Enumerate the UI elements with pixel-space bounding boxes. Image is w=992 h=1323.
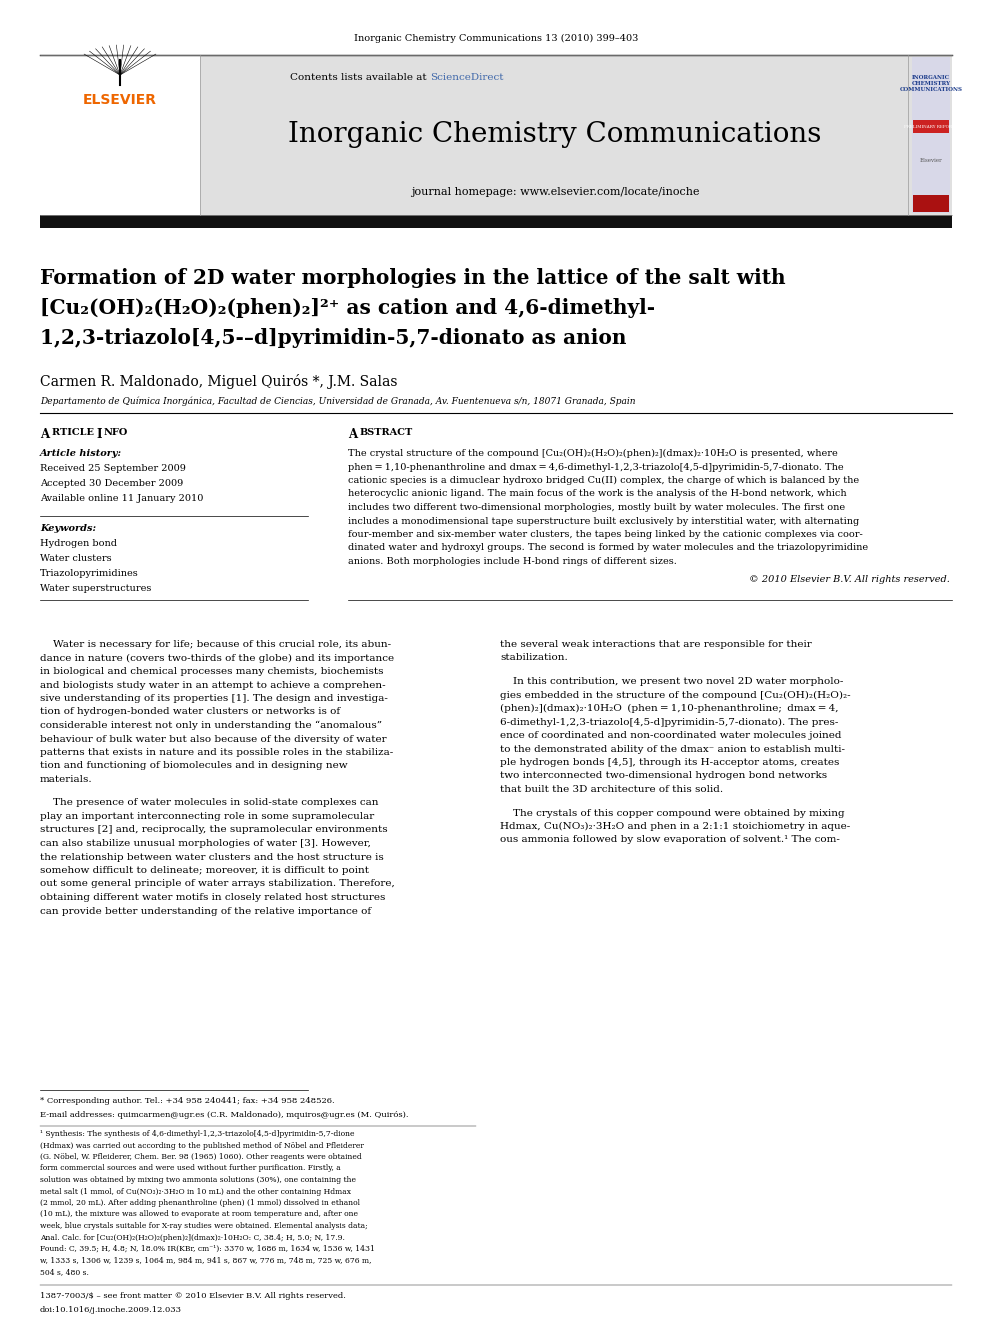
Text: ence of coordinated and non-coordinated water molecules joined: ence of coordinated and non-coordinated …	[500, 732, 841, 740]
Bar	[913, 120, 949, 134]
Text: phen = 1,10-phenanthroline and dmax = 4,6-dimethyl-1,2,3-triazolo[4,5-d]pyrimidi: phen = 1,10-phenanthroline and dmax = 4,…	[348, 463, 843, 471]
Text: (phen)₂](dmax)₂·10H₂O  (phen = 1,10-phenanthroline;  dmax = 4,: (phen)₂](dmax)₂·10H₂O (phen = 1,10-phena…	[500, 704, 838, 713]
Text: In this contribution, we present two novel 2D water morpholo-: In this contribution, we present two nov…	[500, 677, 843, 687]
Text: two interconnected two-dimensional hydrogen bond networks: two interconnected two-dimensional hydro…	[500, 771, 827, 781]
Text: solution was obtained by mixing two ammonia solutions (30%), one containing the: solution was obtained by mixing two ammo…	[40, 1176, 356, 1184]
Text: NFO: NFO	[104, 429, 128, 437]
Text: Formation of 2D water morphologies in the lattice of the salt with: Formation of 2D water morphologies in th…	[40, 269, 786, 288]
Text: ScienceDirect: ScienceDirect	[430, 73, 504, 82]
Bar	[912, 57, 950, 213]
Text: PRELIMINARY REPORTS: PRELIMINARY REPORTS	[904, 124, 958, 130]
Text: to the demonstrated ability of the dmax⁻ anion to establish multi-: to the demonstrated ability of the dmax⁻…	[500, 745, 845, 754]
Text: sive understanding of its properties [1]. The design and investiga-: sive understanding of its properties [1]…	[40, 695, 388, 703]
Text: dinated water and hydroxyl groups. The second is formed by water molecules and t: dinated water and hydroxyl groups. The s…	[348, 544, 868, 553]
Text: that built the 3D architecture of this solid.: that built the 3D architecture of this s…	[500, 785, 723, 794]
Text: includes a monodimensional tape superstructure built exclusively by interstitial: includes a monodimensional tape superstr…	[348, 516, 859, 525]
Text: Found: C, 39.5; H, 4.8; N, 18.0% IR(KBr, cm⁻¹): 3370 w, 1686 m, 1634 w, 1536 w, : Found: C, 39.5; H, 4.8; N, 18.0% IR(KBr,…	[40, 1245, 375, 1253]
Text: The crystal structure of the compound [Cu₂(OH)₂(H₂O)₂(phen)₂](dmax)₂·10H₂O is pr: The crystal structure of the compound [C…	[348, 448, 838, 458]
Text: The crystals of this copper compound were obtained by mixing: The crystals of this copper compound wer…	[500, 808, 844, 818]
Text: Water clusters: Water clusters	[40, 554, 112, 564]
Text: anions. Both morphologies include H-bond rings of different sizes.: anions. Both morphologies include H-bond…	[348, 557, 677, 566]
Text: metal salt (1 mmol, of Cu(NO₃)₂·3H₂O in 10 mL) and the other containing Hdmax: metal salt (1 mmol, of Cu(NO₃)₂·3H₂O in …	[40, 1188, 351, 1196]
Text: 504 s, 480 s.: 504 s, 480 s.	[40, 1267, 89, 1275]
Text: The presence of water molecules in solid-state complexes can: The presence of water molecules in solid…	[40, 799, 379, 807]
Text: RTICLE: RTICLE	[52, 429, 97, 437]
Text: ple hydrogen bonds [4,5], through its H-acceptor atoms, creates: ple hydrogen bonds [4,5], through its H-…	[500, 758, 839, 767]
Text: play an important interconnecting role in some supramolecular: play an important interconnecting role i…	[40, 812, 374, 822]
Text: Anal. Calc. for [Cu₂(OH)₂(H₂O)₂(phen)₂](dmax)₂·10H₂O: C, 38.4; H, 5.0; N, 17.9.: Anal. Calc. for [Cu₂(OH)₂(H₂O)₂(phen)₂](…	[40, 1233, 345, 1241]
Text: can also stabilize unusual morphologies of water [3]. However,: can also stabilize unusual morphologies …	[40, 839, 371, 848]
Text: INORGANIC
CHEMISTRY
COMMUNICATIONS: INORGANIC CHEMISTRY COMMUNICATIONS	[900, 75, 962, 91]
Text: obtaining different water motifs in closely related host structures: obtaining different water motifs in clos…	[40, 893, 385, 902]
Text: BSTRACT: BSTRACT	[360, 429, 414, 437]
Text: Hdmax, Cu(NO₃)₂·3H₂O and phen in a 2:1:1 stoichiometry in aque-: Hdmax, Cu(NO₃)₂·3H₂O and phen in a 2:1:1…	[500, 822, 850, 831]
Text: and biologists study water in an attempt to achieve a comprehen-: and biologists study water in an attempt…	[40, 680, 386, 689]
Text: four-member and six-member water clusters, the tapes being linked by the cationi: four-member and six-member water cluster…	[348, 531, 863, 538]
Text: 6-dimethyl-1,2,3-triazolo[4,5-d]pyrimidin-5,7-dionato). The pres-: 6-dimethyl-1,2,3-triazolo[4,5-d]pyrimidi…	[500, 717, 838, 726]
Text: Carmen R. Maldonado, Miguel Quirós *, J.M. Salas: Carmen R. Maldonado, Miguel Quirós *, J.…	[40, 374, 398, 389]
Text: Contents lists available at: Contents lists available at	[290, 73, 430, 82]
Text: ous ammonia followed by slow evaporation of solvent.¹ The com-: ous ammonia followed by slow evaporation…	[500, 836, 840, 844]
Text: structures [2] and, reciprocally, the supramolecular environments: structures [2] and, reciprocally, the su…	[40, 826, 388, 835]
Text: Water superstructures: Water superstructures	[40, 583, 152, 593]
Text: Keywords:: Keywords:	[40, 524, 96, 533]
Text: tion and functioning of biomolecules and in designing new: tion and functioning of biomolecules and…	[40, 762, 347, 770]
Text: (G. Nöbel, W. Pfleiderer, Chem. Ber. 98 (1965) 1060). Other reagents were obtain: (G. Nöbel, W. Pfleiderer, Chem. Ber. 98 …	[40, 1154, 362, 1162]
Text: w, 1333 s, 1306 w, 1239 s, 1064 m, 984 m, 941 s, 867 w, 776 m, 748 m, 725 w, 676: w, 1333 s, 1306 w, 1239 s, 1064 m, 984 m…	[40, 1257, 371, 1265]
Text: Triazolopyrimidines: Triazolopyrimidines	[40, 569, 139, 578]
Text: materials.: materials.	[40, 775, 92, 785]
Text: dance in nature (covers two-thirds of the globe) and its importance: dance in nature (covers two-thirds of th…	[40, 654, 394, 663]
Text: Hydrogen bond: Hydrogen bond	[40, 538, 117, 548]
Text: A: A	[348, 429, 357, 441]
Text: form commercial sources and were used without further purification. Firstly, a: form commercial sources and were used wi…	[40, 1164, 340, 1172]
Text: Available online 11 January 2010: Available online 11 January 2010	[40, 493, 203, 503]
Text: heterocyclic anionic ligand. The main focus of the work is the analysis of the H: heterocyclic anionic ligand. The main fo…	[348, 490, 846, 499]
Text: week, blue crystals suitable for X-ray studies were obtained. Elemental analysis: week, blue crystals suitable for X-ray s…	[40, 1222, 368, 1230]
Text: Inorganic Chemistry Communications 13 (2010) 399–403: Inorganic Chemistry Communications 13 (2…	[354, 33, 638, 42]
Text: journal homepage: www.elsevier.com/locate/inoche: journal homepage: www.elsevier.com/locat…	[411, 187, 699, 197]
Bar	[40, 216, 952, 228]
Text: Elsevier: Elsevier	[920, 157, 942, 163]
Text: in biological and chemical processes many chemists, biochemists: in biological and chemical processes man…	[40, 667, 384, 676]
Text: (2 mmol, 20 mL). After adding phenanthroline (phen) (1 mmol) dissolved in ethano: (2 mmol, 20 mL). After adding phenanthro…	[40, 1199, 360, 1207]
Text: Accepted 30 December 2009: Accepted 30 December 2009	[40, 479, 184, 488]
Text: Article history:: Article history:	[40, 448, 122, 458]
Text: (10 mL), the mixture was allowed to evaporate at room temperature and, after one: (10 mL), the mixture was allowed to evap…	[40, 1211, 358, 1218]
Text: 1,2,3-triazolo[4,5-–d]pyrimidin-5,7-dionato as anion: 1,2,3-triazolo[4,5-–d]pyrimidin-5,7-dion…	[40, 328, 627, 348]
Text: 1387-7003/$ – see front matter © 2010 Elsevier B.V. All rights reserved.: 1387-7003/$ – see front matter © 2010 El…	[40, 1293, 346, 1301]
Text: [Cu₂(OH)₂(H₂O)₂(phen)₂]²⁺ as cation and 4,6-dimethyl-: [Cu₂(OH)₂(H₂O)₂(phen)₂]²⁺ as cation and …	[40, 298, 655, 318]
Text: out some general principle of water arrays stabilization. Therefore,: out some general principle of water arra…	[40, 880, 395, 889]
Bar	[40, 56, 952, 216]
Text: (Hdmax) was carried out according to the published method of Nöbel and Pfleidere: (Hdmax) was carried out according to the…	[40, 1142, 364, 1150]
Text: Departamento de Química Inorgánica, Facultad de Ciencias, Universidad de Granada: Departamento de Química Inorgánica, Facu…	[40, 396, 636, 406]
Text: ¹ Synthesis: The synthesis of 4,6-dimethyl-1,2,3-triazolo[4,5-d]pyrimidin-5,7-di: ¹ Synthesis: The synthesis of 4,6-dimeth…	[40, 1130, 354, 1138]
Text: A: A	[40, 429, 50, 441]
Text: Inorganic Chemistry Communications: Inorganic Chemistry Communications	[289, 122, 821, 148]
Text: Received 25 September 2009: Received 25 September 2009	[40, 464, 186, 474]
Text: © 2010 Elsevier B.V. All rights reserved.: © 2010 Elsevier B.V. All rights reserved…	[749, 574, 950, 583]
Bar	[913, 194, 949, 212]
Text: behaviour of bulk water but also because of the diversity of water: behaviour of bulk water but also because…	[40, 734, 387, 744]
Text: cationic species is a dimuclear hydroxo bridged Cu(II) complex, the charge of wh: cationic species is a dimuclear hydroxo …	[348, 476, 859, 486]
Text: doi:10.1016/j.inoche.2009.12.033: doi:10.1016/j.inoche.2009.12.033	[40, 1306, 182, 1314]
Text: the several weak interactions that are responsible for their: the several weak interactions that are r…	[500, 640, 811, 650]
Bar	[40, 56, 200, 216]
Text: considerable interest not only in understanding the “anomalous”: considerable interest not only in unders…	[40, 721, 382, 730]
Text: tion of hydrogen-bonded water clusters or networks is of: tion of hydrogen-bonded water clusters o…	[40, 708, 340, 717]
Text: stabilization.: stabilization.	[500, 654, 567, 663]
Text: gies embedded in the structure of the compound [Cu₂(OH)₂(H₂O)₂-: gies embedded in the structure of the co…	[500, 691, 850, 700]
Text: E-mail addresses: quimcarmen@ugr.es (C.R. Maldonado), mquiros@ugr.es (M. Quirós): E-mail addresses: quimcarmen@ugr.es (C.R…	[40, 1111, 409, 1119]
Text: patterns that exists in nature and its possible roles in the stabiliza-: patterns that exists in nature and its p…	[40, 747, 393, 757]
Text: includes two different two-dimensional morphologies, mostly built by water molec: includes two different two-dimensional m…	[348, 503, 845, 512]
Text: ELSEVIER: ELSEVIER	[83, 93, 157, 107]
Text: the relationship between water clusters and the host structure is: the relationship between water clusters …	[40, 852, 384, 861]
Text: I: I	[96, 429, 101, 441]
Text: somehow difficult to delineate; moreover, it is difficult to point: somehow difficult to delineate; moreover…	[40, 867, 369, 875]
Text: * Corresponding author. Tel.: +34 958 240441; fax: +34 958 248526.: * Corresponding author. Tel.: +34 958 24…	[40, 1097, 334, 1105]
Text: Water is necessary for life; because of this crucial role, its abun-: Water is necessary for life; because of …	[40, 640, 391, 650]
Text: can provide better understanding of the relative importance of: can provide better understanding of the …	[40, 906, 371, 916]
